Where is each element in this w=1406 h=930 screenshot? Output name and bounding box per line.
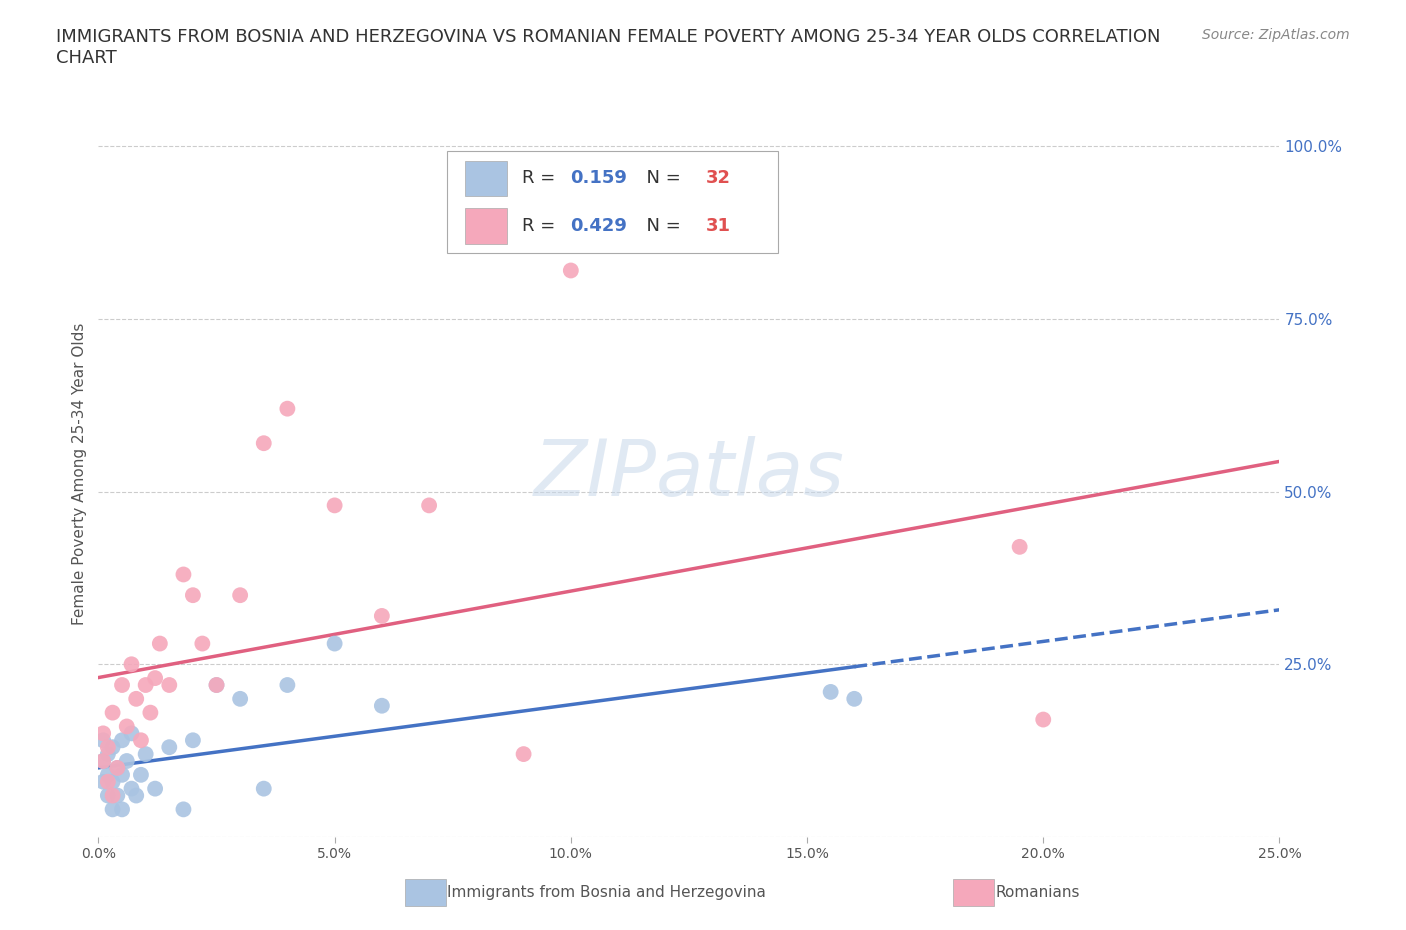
- Point: [181, 588, 204, 603]
- Point: [101, 705, 124, 720]
- Point: [91, 753, 114, 768]
- Point: [115, 719, 138, 734]
- Point: [157, 678, 180, 693]
- Text: R =: R =: [523, 218, 561, 235]
- Point: [91, 775, 114, 790]
- Point: [111, 678, 134, 693]
- Point: [1032, 712, 1054, 727]
- Point: [143, 671, 166, 685]
- Point: [253, 781, 276, 796]
- Point: [205, 678, 228, 693]
- Point: [97, 739, 120, 754]
- Point: [125, 788, 148, 803]
- Point: [121, 657, 143, 671]
- Point: [181, 733, 204, 748]
- Point: [125, 691, 148, 706]
- Text: 0.429: 0.429: [569, 218, 627, 235]
- Point: [135, 747, 157, 762]
- Text: 31: 31: [706, 218, 731, 235]
- Point: [101, 788, 124, 803]
- Point: [111, 733, 134, 748]
- Point: [276, 678, 298, 693]
- Point: [121, 781, 143, 796]
- Point: [143, 781, 166, 796]
- Point: [97, 747, 120, 762]
- Point: [91, 726, 114, 741]
- Point: [191, 636, 214, 651]
- Point: [157, 739, 180, 754]
- Y-axis label: Female Poverty Among 25-34 Year Olds: Female Poverty Among 25-34 Year Olds: [72, 323, 87, 626]
- Point: [105, 761, 128, 776]
- Point: [323, 636, 346, 651]
- Point: [371, 608, 394, 623]
- Point: [149, 636, 172, 651]
- Point: [172, 567, 194, 582]
- Point: [101, 739, 124, 754]
- Point: [172, 802, 194, 817]
- Point: [111, 767, 134, 782]
- Point: [323, 498, 346, 512]
- Text: 0.159: 0.159: [569, 169, 627, 187]
- Point: [371, 698, 394, 713]
- Point: [418, 498, 440, 512]
- Point: [512, 747, 534, 762]
- Text: IMMIGRANTS FROM BOSNIA AND HERZEGOVINA VS ROMANIAN FEMALE POVERTY AMONG 25-34 YE: IMMIGRANTS FROM BOSNIA AND HERZEGOVINA V…: [56, 28, 1161, 67]
- Text: Immigrants from Bosnia and Herzegovina: Immigrants from Bosnia and Herzegovina: [447, 885, 766, 900]
- Point: [91, 753, 114, 768]
- Point: [121, 726, 143, 741]
- Point: [129, 733, 152, 748]
- Text: N =: N =: [634, 218, 686, 235]
- Point: [205, 678, 228, 693]
- Point: [105, 788, 128, 803]
- Point: [97, 767, 120, 782]
- Point: [91, 733, 114, 748]
- FancyBboxPatch shape: [464, 208, 508, 244]
- Point: [1008, 539, 1031, 554]
- Point: [229, 691, 252, 706]
- Text: N =: N =: [634, 169, 686, 187]
- Text: 32: 32: [706, 169, 731, 187]
- Point: [97, 775, 120, 790]
- Point: [229, 588, 252, 603]
- Point: [820, 684, 842, 699]
- Point: [101, 775, 124, 790]
- Point: [135, 678, 157, 693]
- Point: [844, 691, 866, 706]
- Point: [253, 436, 276, 451]
- Point: [129, 767, 152, 782]
- Point: [111, 802, 134, 817]
- Point: [276, 401, 298, 416]
- Text: Romanians: Romanians: [995, 885, 1080, 900]
- Point: [105, 761, 128, 776]
- Text: ZIPatlas: ZIPatlas: [533, 436, 845, 512]
- FancyBboxPatch shape: [447, 152, 778, 253]
- Point: [101, 802, 124, 817]
- Point: [139, 705, 162, 720]
- Point: [115, 753, 138, 768]
- Text: Source: ZipAtlas.com: Source: ZipAtlas.com: [1202, 28, 1350, 42]
- Point: [560, 263, 582, 278]
- Text: R =: R =: [523, 169, 561, 187]
- FancyBboxPatch shape: [464, 161, 508, 196]
- Point: [97, 788, 120, 803]
